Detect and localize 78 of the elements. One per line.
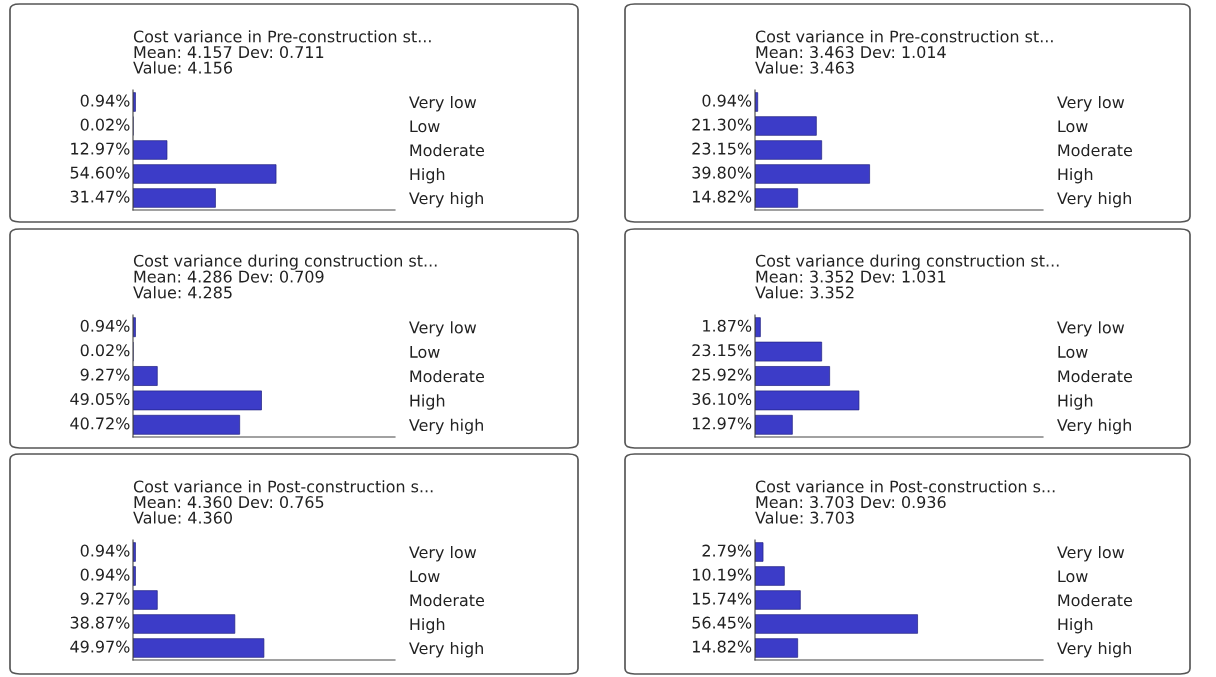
y-tick-label: High — [1058, 394, 1093, 410]
data-label: 12.97% — [71, 142, 130, 155]
y-tick-label: Moderate — [1058, 369, 1132, 383]
data-label: 38.87% — [70, 616, 130, 629]
y-tick-label: High — [410, 167, 445, 184]
data-label: 10.19% — [692, 568, 752, 581]
y-tick-label: Moderate — [1058, 593, 1132, 607]
y-tick-label: Very low — [1057, 545, 1125, 562]
y-tick-label: High — [1058, 167, 1093, 184]
data-label: 12.97% — [692, 417, 752, 430]
y-tick-label: High — [410, 617, 445, 634]
chart-title: Cost variance during construction st... — [755, 254, 1059, 270]
y-tick-label: Moderate — [1058, 143, 1132, 157]
y-tick-label: High — [1058, 617, 1093, 634]
data-label: 1.87% — [703, 319, 752, 332]
data-label: 40.72% — [70, 417, 130, 430]
data-label: 0.94% — [80, 319, 130, 332]
chart-title: Cost variance during construction st... — [133, 254, 437, 270]
text: Value: 3.463 — [755, 61, 854, 74]
data-label: 25.92% — [692, 368, 752, 381]
data-label: 9.27% — [80, 592, 130, 605]
y-tick-label: Low — [1058, 570, 1088, 583]
text: Value: 4.156 — [133, 61, 233, 74]
y-tick-label: Low — [410, 346, 440, 358]
chart-subtitle: Mean: 4.157 Dev: 0.711 — [134, 46, 324, 59]
y-tick-label: Very high — [409, 418, 483, 435]
data-label: 0.94% — [80, 568, 130, 581]
text: Value: 3.352 — [755, 286, 854, 299]
y-tick-label: Very low — [1057, 95, 1125, 112]
chart-title: Cost variance in Pre-construction st... — [755, 30, 1053, 43]
data-label: 54.60% — [70, 166, 130, 179]
data-label: 0.02% — [80, 344, 130, 357]
y-tick-label: Low — [1058, 346, 1088, 358]
data-label: 49.97% — [70, 640, 130, 653]
text: Value: 4.360 — [133, 511, 232, 524]
data-label: 14.82% — [692, 640, 752, 653]
text: Value: 4.285 — [133, 286, 232, 299]
y-tick-label: Very high — [1057, 641, 1131, 658]
y-tick-label: High — [410, 394, 445, 410]
y-tick-label: Very low — [409, 321, 477, 337]
data-label: 56.45% — [692, 616, 752, 629]
data-label: 31.47% — [70, 190, 130, 203]
y-tick-label: Moderate — [410, 369, 484, 383]
data-label: 15.74% — [692, 592, 752, 605]
chart-subtitle: Mean: 3.703 Dev: 0.936 — [756, 496, 946, 509]
data-label: 9.27% — [80, 368, 130, 381]
y-tick-label: Low — [410, 570, 440, 583]
data-label: 0.94% — [702, 94, 752, 107]
y-tick-label: Very high — [1057, 418, 1131, 435]
chart-subtitle: Mean: 4.360 Dev: 0.765 — [134, 496, 324, 509]
data-label: 39.80% — [692, 166, 752, 179]
y-tick-label: Very high — [1057, 191, 1131, 208]
y-tick-label: Moderate — [410, 593, 484, 607]
chart-title: Cost variance in Post-construction s... — [133, 480, 433, 493]
data-label: 0.94% — [80, 94, 130, 107]
y-tick-label: Very low — [1057, 321, 1125, 337]
y-tick-label: Moderate — [410, 143, 484, 157]
y-tick-label: Very low — [409, 95, 477, 112]
chart-subtitle: Mean: 4.286 Dev: 0.709 — [134, 270, 324, 283]
y-tick-label: Very high — [409, 191, 483, 208]
data-label: 0.94% — [80, 544, 130, 557]
y-tick-label: Very low — [409, 545, 477, 562]
data-label: 0.02% — [80, 118, 130, 131]
y-tick-label: Low — [1058, 120, 1088, 133]
chart-subtitle: Mean: 3.352 Dev: 1.031 — [756, 270, 946, 283]
data-label: 49.05% — [70, 392, 130, 406]
data-label: 23.15% — [692, 142, 752, 155]
chart-title: Cost variance in Pre-construction st... — [133, 30, 431, 43]
y-tick-label: Very high — [409, 641, 483, 658]
data-label: 23.15% — [692, 344, 752, 357]
data-label: 2.79% — [702, 544, 752, 557]
y-tick-label: Low — [410, 120, 440, 133]
data-label: 36.10% — [692, 392, 752, 406]
text: Value: 3.703 — [755, 511, 854, 524]
chart-title: Cost variance in Post-construction s... — [755, 480, 1055, 493]
data-label: 14.82% — [692, 190, 752, 203]
chart-subtitle: Mean: 3.463 Dev: 1.014 — [756, 46, 946, 59]
data-label: 21.30% — [692, 118, 752, 131]
